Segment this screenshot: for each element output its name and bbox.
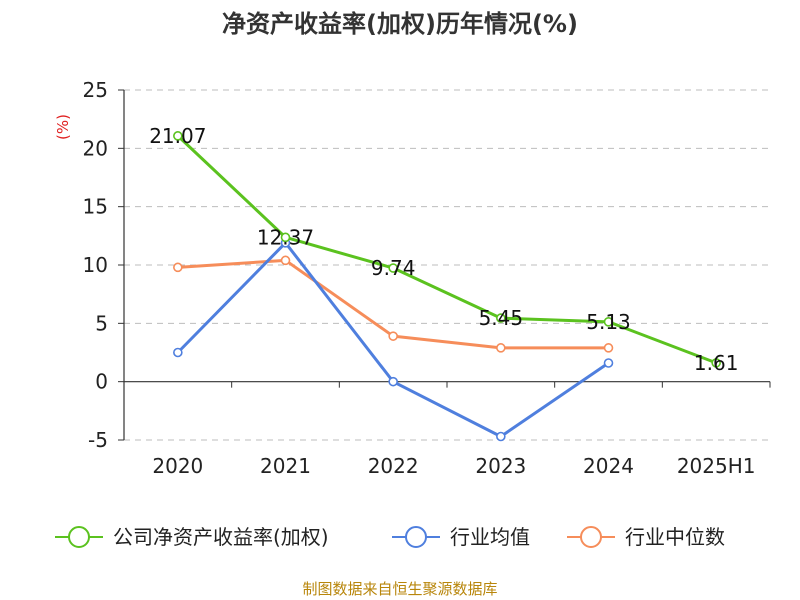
data-point[interactable] — [496, 313, 506, 323]
data-point[interactable] — [388, 263, 398, 273]
data-label: 1.61 — [694, 351, 739, 375]
legend-label-industry-avg: 行业均值 — [450, 525, 530, 549]
legend-marker-industry-median — [580, 526, 602, 548]
data-label: 12.37 — [257, 225, 314, 249]
data-point[interactable] — [280, 255, 291, 266]
legend-item-company[interactable]: 公司净资产收益率(加权) — [55, 525, 329, 549]
x-tick-label: 2020 — [152, 454, 203, 478]
data-point[interactable] — [711, 358, 721, 368]
data-label: 9.74 — [371, 256, 416, 280]
chart-title: 净资产收益率(加权)历年情况(%) — [222, 10, 578, 38]
data-point[interactable] — [173, 262, 183, 273]
legend-marker-company — [68, 526, 90, 548]
data-point[interactable] — [603, 343, 614, 353]
y-tick-label: 25 — [83, 78, 108, 102]
legend[interactable]: 公司净资产收益率(加权) 行业均值 行业中位数 — [55, 525, 725, 549]
y-tick-label: 10 — [83, 253, 108, 277]
series-layer — [173, 131, 721, 442]
data-label: 5.45 — [479, 306, 524, 330]
data-point[interactable] — [603, 317, 614, 327]
y-tick-label: 15 — [83, 195, 108, 219]
data-point[interactable] — [388, 376, 398, 387]
data-point[interactable] — [496, 431, 506, 442]
series-2 — [173, 255, 614, 353]
x-tick-label: 2022 — [368, 454, 419, 478]
series-0 — [173, 131, 721, 368]
y-tick-label: -5 — [88, 428, 108, 452]
x-axis-ticks: 2020 2021 2022 2023 2024 2025H1 — [123, 381, 771, 478]
source-note: 制图数据来自恒生聚源数据库 — [302, 580, 497, 598]
data-labels: 21.07 12.37 9.74 5.45 5.13 1.61 — [149, 124, 738, 375]
data-label: 5.13 — [586, 310, 631, 334]
x-tick-label: 2023 — [475, 454, 526, 478]
y-axis-unit: (%) — [54, 114, 72, 140]
data-label: 21.07 — [149, 124, 206, 148]
data-point[interactable] — [388, 331, 398, 341]
series-line — [176, 134, 717, 365]
y-tick-label: 5 — [95, 311, 108, 335]
data-point[interactable] — [603, 358, 614, 368]
data-point[interactable] — [280, 232, 291, 243]
data-point[interactable] — [173, 131, 183, 141]
legend-label-company: 公司净资产收益率(加权) — [113, 525, 329, 549]
x-tick-label: 2025H1 — [677, 454, 756, 478]
data-point[interactable] — [496, 343, 506, 353]
x-tick-label: 2024 — [583, 454, 634, 478]
legend-label-industry-median: 行业中位数 — [625, 525, 725, 549]
y-tick-label: 20 — [83, 136, 108, 160]
x-tick-label: 2021 — [260, 454, 311, 478]
y-tick-label: 0 — [95, 370, 108, 394]
legend-marker-industry-avg — [405, 526, 427, 548]
y-axis-ticks: 25 20 15 10 5 0 -5 — [83, 78, 124, 452]
legend-item-industry-avg[interactable]: 行业均值 — [392, 525, 530, 549]
data-point[interactable] — [173, 347, 183, 358]
grid-lines — [124, 89, 770, 441]
legend-item-industry-median[interactable]: 行业中位数 — [567, 525, 725, 549]
